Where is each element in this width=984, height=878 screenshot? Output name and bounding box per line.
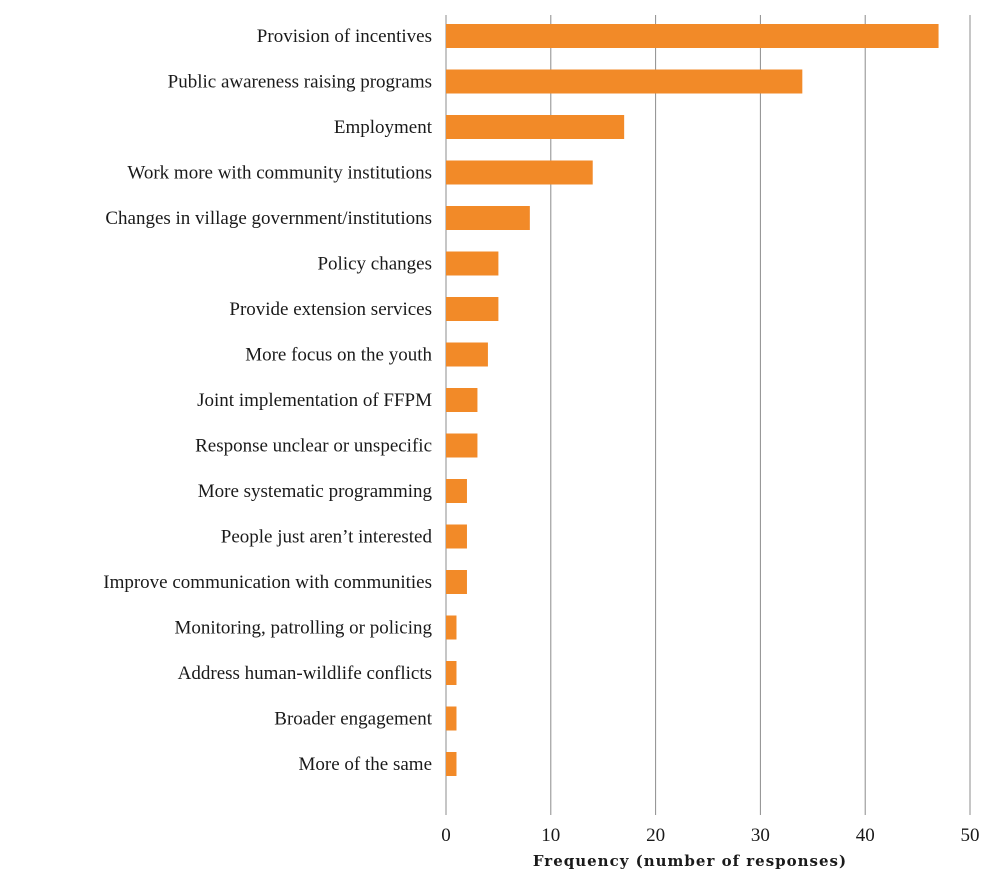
bar xyxy=(446,570,467,594)
bar xyxy=(446,343,488,367)
bar xyxy=(446,206,530,230)
bar xyxy=(446,479,467,503)
category-label: People just aren’t interested xyxy=(221,527,433,548)
category-label: Joint implementation of FFPM xyxy=(197,390,432,411)
category-label: Monitoring, patrolling or policing xyxy=(174,618,432,639)
bar xyxy=(446,297,498,321)
category-label: Broader engagement xyxy=(274,709,432,730)
bar xyxy=(446,161,593,185)
bar xyxy=(446,752,456,776)
category-label: Policy changes xyxy=(317,254,432,275)
x-axis-title: Frequency (number of responses) xyxy=(533,852,847,870)
bar xyxy=(446,525,467,549)
bar xyxy=(446,252,498,276)
category-label: Work more with community institutions xyxy=(127,163,432,184)
x-tick-label: 30 xyxy=(751,825,770,846)
x-tick-label: 40 xyxy=(856,825,875,846)
category-label: Public awareness raising programs xyxy=(168,72,432,93)
x-tick-label: 50 xyxy=(961,825,980,846)
bars xyxy=(446,24,939,776)
bar xyxy=(446,434,477,458)
category-label: More focus on the youth xyxy=(245,345,432,366)
category-label: Improve communication with communities xyxy=(103,572,432,593)
bar xyxy=(446,115,624,139)
category-label: Provide extension services xyxy=(229,299,432,320)
bar xyxy=(446,388,477,412)
category-label: Provision of incentives xyxy=(257,26,432,47)
x-tick-labels: 0 10 20 30 40 50 xyxy=(441,825,979,846)
x-tick-label: 20 xyxy=(646,825,665,846)
bar xyxy=(446,661,456,685)
bar xyxy=(446,70,802,94)
bar xyxy=(446,707,456,731)
x-tick-label: 10 xyxy=(541,825,560,846)
x-tick-label: 0 xyxy=(441,825,451,846)
category-label: Employment xyxy=(334,117,433,138)
category-label: Changes in village government/institutio… xyxy=(105,208,432,229)
bar xyxy=(446,616,456,640)
bar xyxy=(446,24,939,48)
category-label: More of the same xyxy=(299,754,432,775)
category-label: Address human-wildlife conflicts xyxy=(178,663,432,684)
category-labels: Provision of incentives Public awareness … xyxy=(103,26,432,775)
category-label: More systematic programming xyxy=(198,481,433,502)
category-label: Response unclear or unspecific xyxy=(195,436,432,457)
